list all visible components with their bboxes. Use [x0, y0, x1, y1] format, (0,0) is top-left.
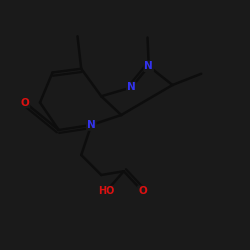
Text: N: N	[87, 120, 96, 130]
Text: O: O	[20, 98, 30, 108]
Text: HO: HO	[98, 186, 114, 196]
Text: N: N	[127, 82, 136, 92]
Text: N: N	[144, 61, 153, 71]
Text: O: O	[138, 186, 147, 196]
